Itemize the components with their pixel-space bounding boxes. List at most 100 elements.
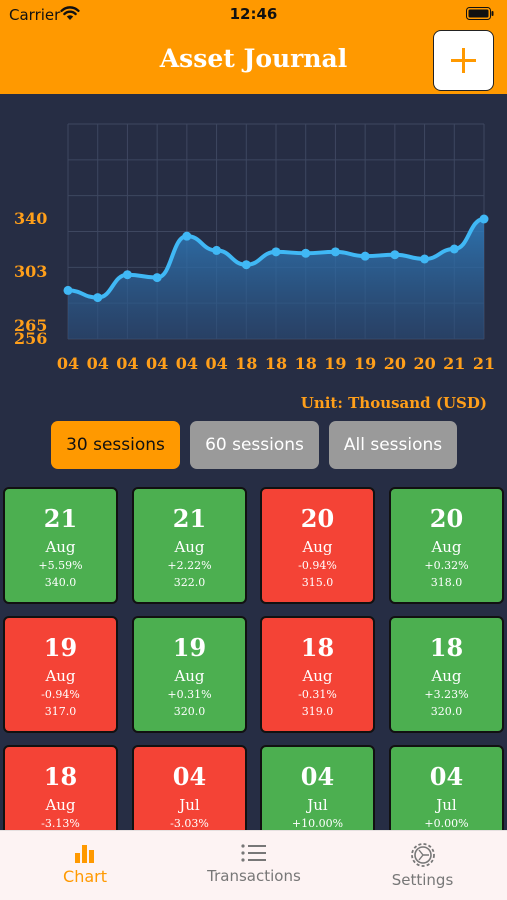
battery-icon	[466, 7, 494, 20]
chart-point	[420, 254, 430, 264]
gear-icon	[410, 843, 435, 867]
chart-point	[182, 231, 192, 241]
tile-change: -0.94%	[298, 559, 337, 572]
x-tick-label: 18	[265, 354, 287, 373]
session-tile[interactable]: 18 Aug +3.23% 320.0	[389, 616, 504, 733]
tile-change: +0.32%	[424, 559, 469, 572]
tab-label: Transactions	[207, 867, 301, 885]
tile-month: Aug	[45, 796, 76, 814]
tile-value: 318.0	[430, 576, 463, 589]
tile-day: 21	[43, 504, 78, 533]
chart-point	[390, 250, 400, 260]
session-tile[interactable]: 20 Aug -0.94% 315.0	[260, 487, 375, 604]
tab-chart[interactable]: Chart	[0, 831, 170, 900]
tile-change: -3.13%	[41, 817, 80, 830]
tile-value: 319.0	[301, 705, 334, 718]
tab-transactions[interactable]: Transactions	[170, 831, 338, 900]
bar-chart-icon	[75, 845, 94, 863]
session-tile[interactable]: 21 Aug +2.22% 322.0	[132, 487, 247, 604]
y-tick-label: 340	[14, 209, 47, 228]
session-tile[interactable]: 20 Aug +0.32% 318.0	[389, 487, 504, 604]
tile-change: +2.22%	[167, 559, 212, 572]
chart-point	[330, 247, 340, 257]
tile-value: 322.0	[173, 576, 206, 589]
tile-change: +0.31%	[167, 688, 212, 701]
tile-day: 18	[429, 633, 464, 662]
y-tick-label: 303	[14, 262, 47, 281]
tile-value: 317.0	[44, 705, 77, 718]
x-tick-label: 04	[57, 354, 79, 373]
unit-label: Unit: Thousand (USD)	[300, 394, 487, 412]
chart-point	[122, 270, 132, 280]
tab-label: Settings	[391, 871, 454, 889]
tile-month: Jul	[436, 796, 457, 814]
x-tick-label: 20	[413, 354, 435, 373]
tile-day: 04	[429, 762, 464, 791]
segment-all-sessions[interactable]: All sessions	[329, 421, 457, 469]
tile-day: 18	[43, 762, 78, 791]
chart-point	[241, 260, 251, 270]
tile-day: 21	[172, 504, 207, 533]
chart-point	[212, 245, 222, 255]
chart-point	[152, 273, 162, 283]
tile-change: -0.94%	[41, 688, 80, 701]
tile-value: 340.0	[44, 576, 77, 589]
tile-month: Aug	[174, 667, 205, 685]
chart-point	[360, 251, 370, 261]
tab-bar: Chart Transactions Settings	[0, 830, 507, 900]
status-bar: Carrier 12:46	[0, 0, 507, 28]
x-tick-label: 21	[443, 354, 465, 373]
tile-month: Aug	[302, 667, 333, 685]
x-tick-label: 04	[146, 354, 168, 373]
tile-change: -3.03%	[170, 817, 209, 830]
session-tile[interactable]: 19 Aug -0.94% 317.0	[3, 616, 118, 733]
tab-label: Chart	[63, 867, 107, 886]
chart-area	[68, 219, 484, 339]
tile-day: 19	[172, 633, 207, 662]
tile-value: 320.0	[173, 705, 206, 718]
tile-change: -0.31%	[298, 688, 337, 701]
x-tick-label: 04	[116, 354, 138, 373]
chart-point	[271, 247, 281, 257]
x-tick-label: 18	[295, 354, 317, 373]
tile-change: +0.00%	[424, 817, 469, 830]
tile-month: Aug	[45, 667, 76, 685]
tile-value: 320.0	[430, 705, 463, 718]
x-tick-label: 04	[87, 354, 109, 373]
tile-day: 20	[429, 504, 464, 533]
tile-day: 19	[43, 633, 78, 662]
tile-day: 18	[300, 633, 335, 662]
tile-day: 04	[300, 762, 335, 791]
session-tile[interactable]: 19 Aug +0.31% 320.0	[132, 616, 247, 733]
y-tick-label: 256	[14, 329, 47, 348]
status-time: 12:46	[229, 5, 278, 23]
segment-60-sessions[interactable]: 60 sessions	[190, 421, 319, 469]
add-transaction-button[interactable]	[433, 30, 494, 91]
wifi-icon	[60, 6, 80, 20]
tab-settings[interactable]: Settings	[338, 831, 507, 900]
x-tick-label: 18	[235, 354, 257, 373]
x-tick-label: 04	[205, 354, 227, 373]
carrier-label: Carrier	[9, 6, 61, 24]
segment-30-sessions[interactable]: 30 sessions	[51, 421, 180, 469]
x-tick-label: 04	[176, 354, 198, 373]
tile-month: Aug	[431, 667, 462, 685]
tile-month: Aug	[174, 538, 205, 556]
chart-point	[301, 248, 311, 258]
x-tick-label: 19	[354, 354, 376, 373]
tile-day: 04	[172, 762, 207, 791]
session-tile[interactable]: 21 Aug +5.59% 340.0	[3, 487, 118, 604]
tile-change: +5.59%	[38, 559, 83, 572]
tile-month: Jul	[179, 796, 200, 814]
session-tile[interactable]: 18 Aug -0.31% 319.0	[260, 616, 375, 733]
chart-point	[479, 214, 489, 224]
tile-month: Aug	[431, 538, 462, 556]
tile-change: +3.23%	[424, 688, 469, 701]
tile-change: +10.00%	[291, 817, 344, 830]
tile-month: Jul	[307, 796, 328, 814]
y-tick-label: 265	[14, 316, 47, 335]
tile-month: Aug	[302, 538, 333, 556]
page-title: Asset Journal	[159, 44, 348, 73]
tile-value: 315.0	[301, 576, 334, 589]
